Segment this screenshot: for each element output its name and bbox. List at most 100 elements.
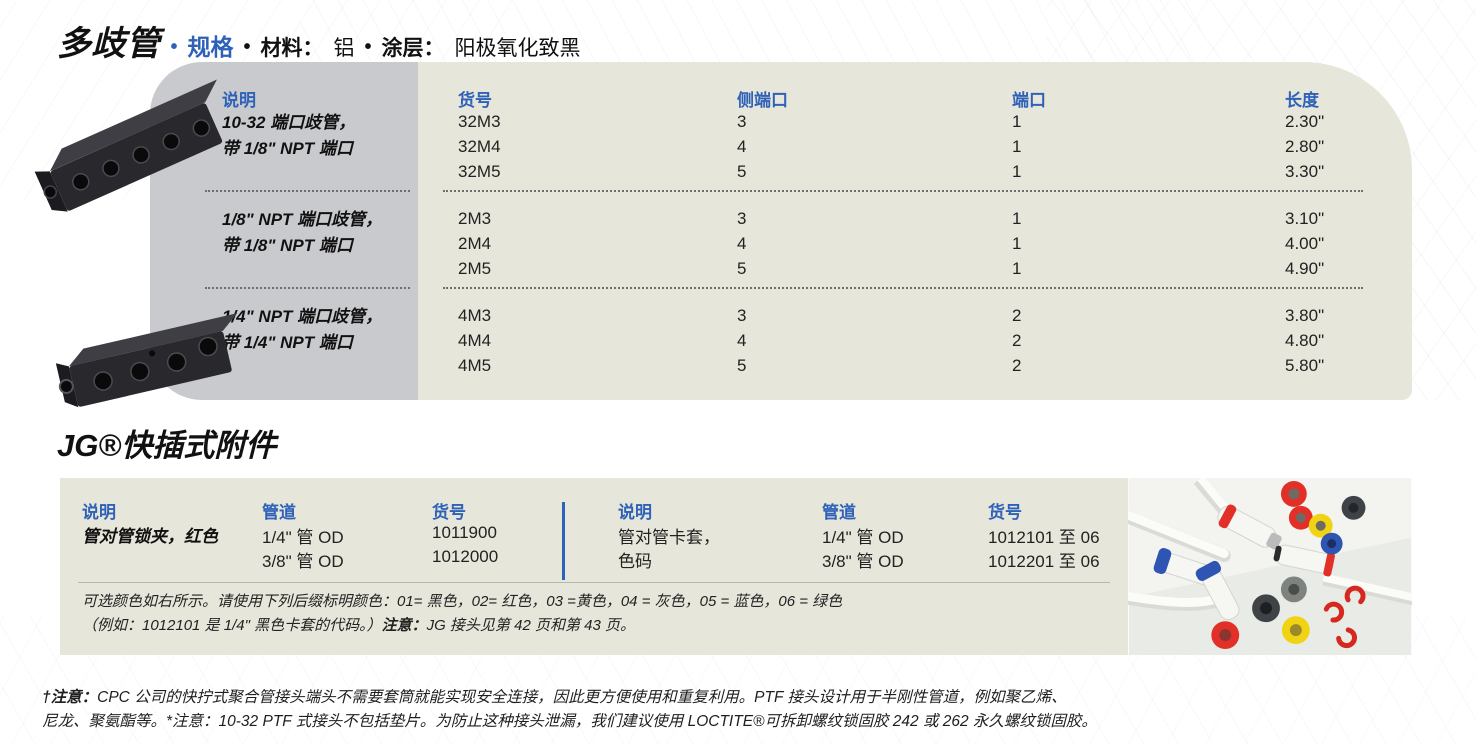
group-description-line: 1/8" NPT 端口歧管， (222, 210, 383, 229)
col-header-part: 货号 (988, 503, 1022, 522)
tube-size: 1/4" 管 OD (822, 528, 904, 547)
footnote-text1: CPC 公司的快拧式聚合管接头端头不需要套筒就能实现安全连接，因此更方便使用和重… (97, 689, 1067, 706)
jg-fittings-table: 说明 管道 货号 管对管锁夹，红色 1/4" 管 OD 1011900 3/8"… (60, 478, 1128, 655)
length: 3.80" (1285, 306, 1325, 325)
side-ports: 5 (737, 162, 747, 181)
horizontal-divider (78, 582, 1110, 583)
group-description-line: 1/4" NPT 端口歧管， (222, 307, 383, 326)
item-description: 色码 (618, 552, 652, 571)
ports: 1 (1012, 137, 1022, 156)
group-description-line: 带 1/8" NPT 端口 (222, 139, 353, 158)
spec-subtitle: 规格 (187, 34, 234, 60)
col-header-part: 货号 (432, 503, 466, 522)
ports: 2 (1012, 306, 1022, 325)
spec-values-panel (418, 62, 1412, 400)
part-number: 1011900 (432, 523, 497, 542)
footnote: †注意：CPC 公司的快拧式聚合管接头端头不需要套筒就能实现安全连接，因此更方便… (42, 686, 1182, 734)
dotted-separator (205, 287, 410, 289)
part-number: 32M5 (458, 162, 501, 181)
vertical-divider (562, 502, 565, 580)
jg-section-title: JG®快插式附件 (57, 428, 277, 463)
side-ports: 3 (737, 209, 747, 228)
part-number: 2M4 (458, 234, 492, 253)
part-number: 1012101 至 06 (988, 528, 1100, 547)
side-ports: 4 (737, 234, 747, 253)
note-example-text: （例如：1012101 是 1/4" 黑色卡套的代码。） (82, 617, 382, 634)
bullet-separator: • (243, 36, 251, 58)
length: 4.00" (1285, 234, 1325, 253)
col-header-desc: 说明 (618, 503, 652, 522)
fittings-photo (1128, 478, 1412, 655)
dotted-separator (205, 190, 410, 192)
side-ports: 5 (737, 356, 747, 375)
col-header-side-ports: 侧端口 (737, 91, 788, 110)
group-description: 10-32 端口歧管， 带 1/8" NPT 端口 (222, 110, 355, 162)
tube-size: 1/4" 管 OD (262, 528, 344, 547)
length: 5.80" (1285, 356, 1325, 375)
col-header-length: 长度 (1285, 91, 1319, 110)
locking-clips (1323, 585, 1366, 649)
length: 4.80" (1285, 331, 1325, 350)
group-description-line: 10-32 端口歧管， (222, 113, 356, 132)
group-description-line: 带 1/8" NPT 端口 (222, 236, 353, 255)
ports: 2 (1012, 331, 1022, 350)
collet-rings (1211, 480, 1366, 650)
part-number: 32M4 (458, 137, 501, 156)
part-number: 2M5 (458, 259, 492, 278)
part-number: 4M5 (458, 356, 492, 375)
note-label: 注意： (381, 617, 427, 634)
material-value: 铝 (333, 37, 355, 60)
ports: 2 (1012, 356, 1022, 375)
coating-value: 阳极氧化致黑 (454, 37, 581, 60)
tube-size: 3/8" 管 OD (262, 552, 344, 571)
part-number: 4M4 (458, 331, 492, 350)
footnote-text2: 尼龙、聚氨酯等。*注意：10-32 PTF 式接头不包括垫片。为防止这种接头泄漏… (42, 713, 1097, 730)
col-header-desc: 说明 (82, 503, 116, 522)
page-title: 多歧管 (57, 25, 161, 63)
bullet-separator: • (364, 36, 372, 58)
length: 2.30" (1285, 112, 1325, 131)
spec-table: 说明 货号 侧端口 端口 长度 10-32 端口歧管， 带 1/8" NPT 端… (150, 62, 1412, 400)
footnote-label: †注意： (42, 689, 98, 706)
coating-label: 涂层： (381, 37, 445, 60)
group-description: 1/4" NPT 端口歧管， 带 1/4" NPT 端口 (222, 304, 382, 356)
dotted-separator (443, 190, 1363, 192)
side-ports: 3 (737, 112, 747, 131)
part-number: 2M3 (458, 209, 492, 228)
manifold-photo-bottom (55, 313, 238, 408)
side-ports: 4 (737, 331, 747, 350)
bullet-separator: • (170, 36, 178, 58)
ports: 1 (1012, 259, 1022, 278)
part-number: 1012201 至 06 (988, 552, 1100, 571)
length: 3.10" (1285, 209, 1325, 228)
group-description-line: 带 1/4" NPT 端口 (222, 333, 353, 352)
side-ports: 5 (737, 259, 747, 278)
length: 2.80" (1285, 137, 1325, 156)
manifold-photo-top (34, 79, 223, 212)
col-header-ports: 端口 (1012, 91, 1046, 110)
ports: 1 (1012, 234, 1022, 253)
note-reference-text: JG 接头见第 42 页和第 43 页。 (426, 617, 635, 634)
part-number: 32M3 (458, 112, 501, 131)
side-ports: 3 (737, 306, 747, 325)
side-ports: 4 (737, 137, 747, 156)
item-description: 管对管卡套， (618, 528, 720, 547)
col-header-tube: 管道 (822, 503, 856, 522)
ports: 1 (1012, 162, 1022, 181)
material-label: 材料： (260, 37, 324, 60)
length: 4.90" (1285, 259, 1325, 278)
footnote-line1: †注意：CPC 公司的快拧式聚合管接头端头不需要套筒就能实现安全连接，因此更方便… (42, 686, 1182, 710)
ports: 1 (1012, 209, 1022, 228)
page-header: 多歧管 • 规格 • 材料： 铝 • 涂层： 阳极氧化致黑 (57, 16, 581, 65)
part-number: 1012000 (432, 547, 499, 566)
length: 3.30" (1285, 162, 1325, 181)
col-header-tube: 管道 (262, 503, 296, 522)
col-header-part: 货号 (458, 91, 492, 110)
part-number: 4M3 (458, 306, 492, 325)
item-description: 管对管锁夹，红色 (82, 527, 218, 546)
dotted-separator (443, 287, 1363, 289)
ports: 1 (1012, 112, 1022, 131)
tube-size: 3/8" 管 OD (822, 552, 904, 571)
footnote-line2: 尼龙、聚氨酯等。*注意：10-32 PTF 式接头不包括垫片。为防止这种接头泄漏… (42, 710, 1182, 734)
